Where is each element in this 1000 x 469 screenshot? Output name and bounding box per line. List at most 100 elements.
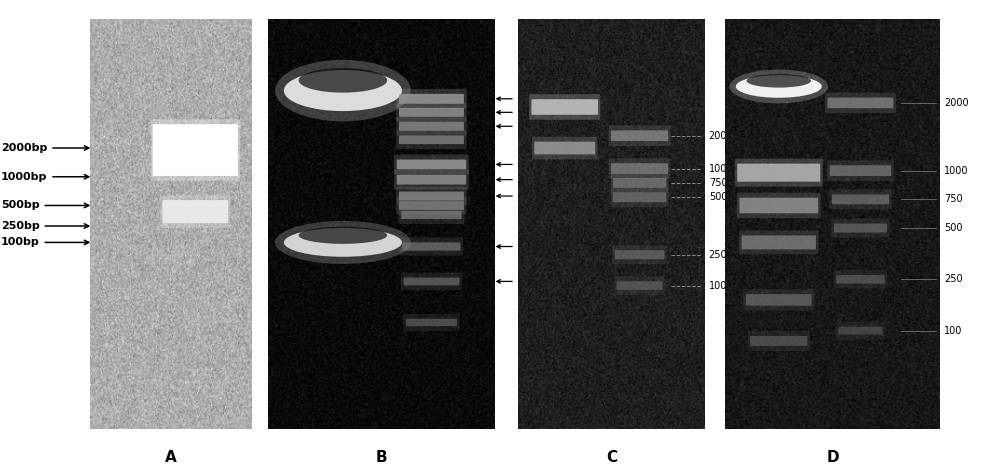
FancyBboxPatch shape: [609, 125, 670, 146]
FancyBboxPatch shape: [399, 201, 464, 210]
Text: 250bp: 250bp: [497, 242, 549, 251]
FancyBboxPatch shape: [399, 136, 464, 144]
FancyBboxPatch shape: [827, 160, 894, 181]
FancyBboxPatch shape: [401, 272, 462, 290]
FancyBboxPatch shape: [160, 195, 230, 228]
Ellipse shape: [746, 74, 811, 88]
Text: 750: 750: [709, 178, 727, 188]
FancyBboxPatch shape: [836, 322, 885, 340]
Ellipse shape: [275, 60, 411, 121]
FancyBboxPatch shape: [828, 98, 893, 108]
FancyBboxPatch shape: [394, 155, 469, 174]
FancyBboxPatch shape: [613, 192, 666, 202]
Text: 500: 500: [709, 192, 727, 202]
FancyBboxPatch shape: [834, 224, 887, 233]
FancyBboxPatch shape: [399, 108, 464, 117]
Text: 250bp: 250bp: [1, 221, 89, 231]
FancyBboxPatch shape: [529, 94, 600, 120]
FancyBboxPatch shape: [739, 231, 819, 254]
Text: 500bp: 500bp: [497, 191, 549, 201]
FancyBboxPatch shape: [743, 289, 814, 310]
FancyBboxPatch shape: [399, 206, 464, 224]
Text: A: A: [165, 450, 177, 465]
Text: 2000: 2000: [944, 98, 969, 108]
FancyBboxPatch shape: [400, 237, 463, 256]
FancyBboxPatch shape: [611, 163, 668, 174]
Ellipse shape: [729, 69, 828, 103]
FancyBboxPatch shape: [401, 211, 462, 219]
Ellipse shape: [299, 68, 387, 93]
Text: 500: 500: [944, 223, 963, 233]
Ellipse shape: [284, 228, 402, 257]
Text: 2000bp: 2000bp: [1, 143, 89, 153]
Text: 100: 100: [944, 325, 963, 336]
FancyBboxPatch shape: [611, 188, 669, 207]
Text: 1000: 1000: [709, 164, 733, 174]
Text: 1000bp: 1000bp: [497, 160, 555, 169]
FancyBboxPatch shape: [532, 137, 597, 159]
FancyBboxPatch shape: [611, 173, 669, 193]
FancyBboxPatch shape: [750, 336, 807, 346]
Text: 100: 100: [709, 280, 727, 290]
FancyBboxPatch shape: [403, 314, 460, 331]
FancyBboxPatch shape: [737, 164, 820, 182]
Text: 500bp: 500bp: [1, 200, 89, 211]
FancyBboxPatch shape: [614, 276, 665, 295]
Ellipse shape: [736, 75, 822, 98]
FancyBboxPatch shape: [609, 159, 670, 179]
Text: B: B: [376, 450, 387, 465]
FancyBboxPatch shape: [399, 191, 464, 201]
Text: C: C: [606, 450, 617, 465]
FancyBboxPatch shape: [396, 196, 467, 215]
FancyBboxPatch shape: [396, 130, 467, 149]
FancyBboxPatch shape: [406, 319, 457, 326]
FancyBboxPatch shape: [746, 294, 812, 306]
Text: 100bp: 100bp: [497, 277, 549, 286]
FancyBboxPatch shape: [151, 119, 240, 181]
FancyBboxPatch shape: [748, 331, 810, 351]
Text: 250: 250: [944, 274, 963, 284]
FancyBboxPatch shape: [404, 278, 459, 285]
Text: 1000bp: 1000bp: [1, 172, 89, 182]
FancyBboxPatch shape: [831, 219, 889, 237]
Text: 750: 750: [944, 194, 963, 204]
Text: D: D: [826, 450, 839, 465]
FancyBboxPatch shape: [617, 281, 663, 290]
Ellipse shape: [284, 70, 402, 111]
FancyBboxPatch shape: [825, 93, 896, 113]
FancyBboxPatch shape: [612, 245, 667, 264]
FancyBboxPatch shape: [834, 270, 887, 288]
Text: 2000bp: 2000bp: [497, 122, 555, 131]
Text: 5000bp: 5000bp: [497, 94, 555, 103]
FancyBboxPatch shape: [735, 159, 823, 187]
FancyBboxPatch shape: [396, 89, 467, 109]
Text: 3000bp: 3000bp: [497, 108, 555, 117]
FancyBboxPatch shape: [162, 200, 228, 223]
FancyBboxPatch shape: [611, 130, 668, 141]
FancyBboxPatch shape: [396, 187, 467, 205]
Text: 750bp: 750bp: [497, 175, 549, 184]
FancyBboxPatch shape: [832, 195, 889, 204]
FancyBboxPatch shape: [830, 165, 891, 176]
FancyBboxPatch shape: [396, 103, 467, 122]
FancyBboxPatch shape: [615, 250, 664, 259]
Text: 1000: 1000: [944, 166, 969, 175]
FancyBboxPatch shape: [836, 275, 885, 284]
FancyBboxPatch shape: [153, 124, 238, 176]
Text: 2000: 2000: [709, 131, 733, 141]
FancyBboxPatch shape: [402, 242, 460, 250]
FancyBboxPatch shape: [742, 235, 816, 250]
FancyBboxPatch shape: [394, 170, 469, 189]
FancyBboxPatch shape: [531, 99, 598, 115]
FancyBboxPatch shape: [397, 159, 466, 169]
FancyBboxPatch shape: [399, 122, 464, 131]
FancyBboxPatch shape: [613, 178, 666, 188]
FancyBboxPatch shape: [739, 198, 818, 213]
Ellipse shape: [275, 221, 411, 264]
Text: 250: 250: [709, 250, 727, 260]
FancyBboxPatch shape: [534, 142, 595, 154]
FancyBboxPatch shape: [397, 175, 466, 185]
FancyBboxPatch shape: [399, 94, 464, 104]
FancyBboxPatch shape: [838, 327, 883, 334]
FancyBboxPatch shape: [737, 193, 821, 218]
